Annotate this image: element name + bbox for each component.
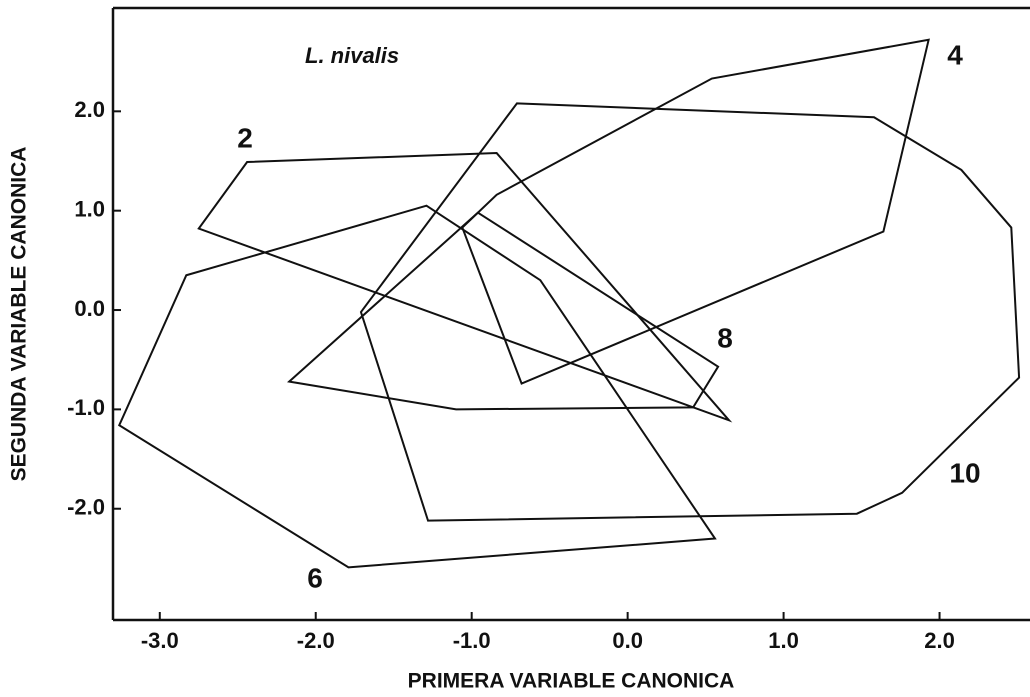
hull (359, 102, 1021, 522)
y-tick-label: -1.0 (67, 395, 105, 420)
y-axis-title: SEGUNDA VARIABLE CANONICA (8, 147, 31, 482)
x-axis-title: PRIMERA VARIABLE CANONICA (408, 670, 735, 693)
hull-label: 10 (949, 457, 980, 488)
hull (197, 152, 733, 423)
y-tick-label: -2.0 (67, 495, 105, 520)
y-tick-label: 0.0 (74, 296, 105, 321)
hull (461, 38, 930, 385)
hull-label: 2 (237, 122, 253, 153)
x-tick-label: -1.0 (453, 628, 491, 653)
hull-label: 4 (947, 39, 963, 70)
x-tick-label: -3.0 (141, 628, 179, 653)
hull-label: 6 (307, 562, 323, 593)
y-tick-label: 2.0 (74, 97, 105, 122)
x-tick-label: 1.0 (768, 628, 799, 653)
x-tick-label: -2.0 (297, 628, 335, 653)
hull (287, 211, 720, 411)
x-tick-label: 0.0 (612, 628, 643, 653)
hull (117, 204, 717, 569)
y-tick-label: 1.0 (74, 196, 105, 221)
hull-label: 8 (717, 322, 733, 353)
x-tick-label: 2.0 (924, 628, 955, 653)
annotation: L. nivalis (305, 43, 399, 68)
